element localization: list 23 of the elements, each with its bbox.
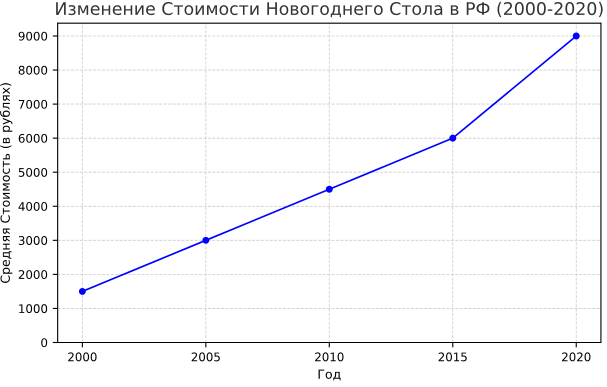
y-tick-label: 1000 <box>19 304 48 314</box>
y-tick-label: 9000 <box>18 32 48 41</box>
x-tick-label: 2015 <box>438 352 467 362</box>
y-tick-label: 0 <box>41 338 48 348</box>
point <box>572 32 580 40</box>
y-tick-label: 8000 <box>18 66 48 75</box>
x-tick-label: 2020 <box>562 352 590 362</box>
y-axis-title: Средняя Стоимость (в рублях) <box>0 83 12 283</box>
x-axis-title: Год <box>318 370 341 380</box>
point <box>449 134 456 142</box>
y-tick-label: 5000 <box>18 168 48 177</box>
y-tick-label: 3000 <box>18 236 48 245</box>
y-tick-label: 7000 <box>18 100 48 109</box>
point <box>202 236 210 244</box>
y-tick-label: 6000 <box>18 134 48 143</box>
y-tick-label: 4000 <box>18 202 48 211</box>
y-tick-label: 2000 <box>18 270 48 280</box>
x-tick-label: 2000 <box>68 352 97 362</box>
x-tick-label: 2005 <box>192 352 220 362</box>
x-tick-label: 2010 <box>315 352 344 362</box>
point <box>78 288 86 295</box>
point <box>326 186 333 193</box>
chart-title: Изменение Стоимости Новогоднего Стола в РФ (2000-2020) <box>56 2 603 18</box>
